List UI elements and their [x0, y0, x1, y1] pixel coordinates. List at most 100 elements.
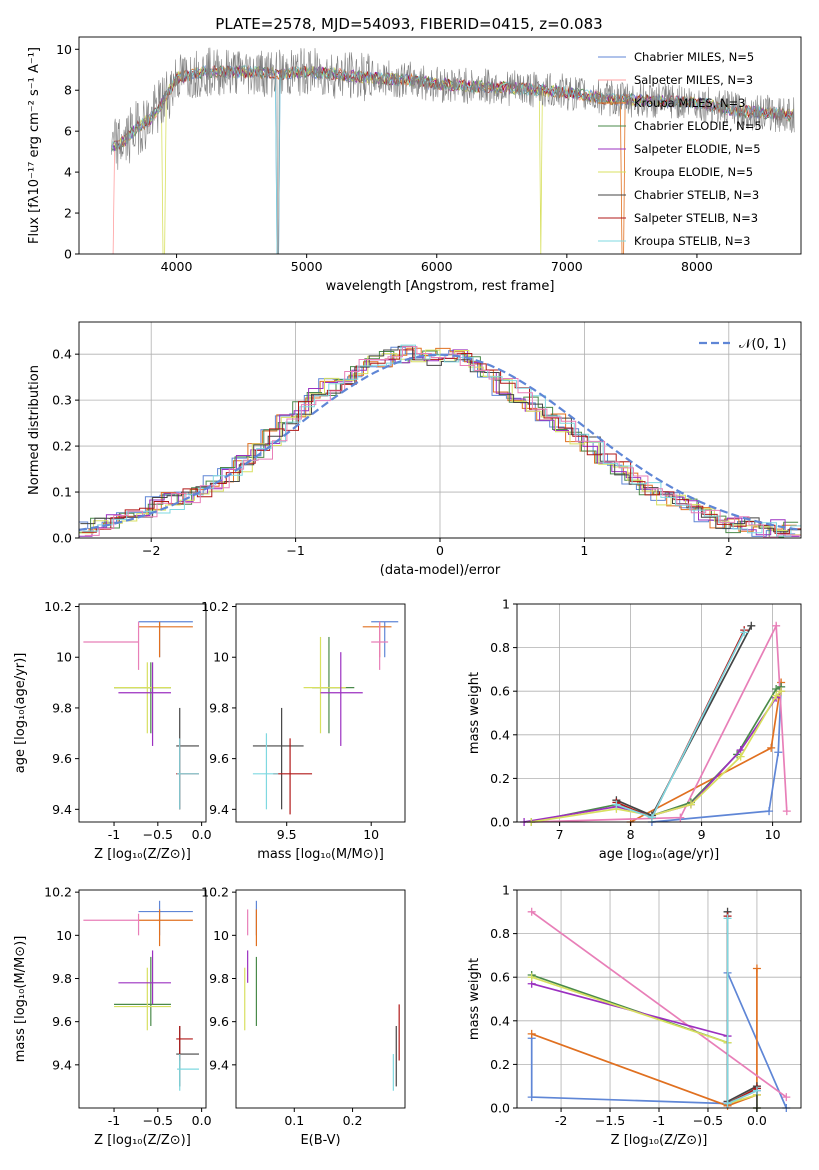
x-tick-label: 5000 [291, 259, 323, 274]
legend-label: Chabrier MILES, N=5 [634, 50, 754, 64]
point-marker [647, 813, 656, 822]
point-marker [774, 748, 783, 757]
model-spectrum-line [111, 64, 795, 150]
y-tick-label: 10.2 [44, 885, 72, 900]
point-marker [777, 687, 786, 696]
y-tick-label: 9.4 [209, 1057, 229, 1072]
y-tick-label: 9.6 [52, 751, 72, 766]
x-axis-label: Z [log₁₀(Z/Z⊙)] [611, 1133, 708, 1148]
x-axis-label: Z [log₁₀(Z/Z⊙)] [94, 1133, 191, 1148]
chart-age-vs-Z: -1 −0.5 0.0 9.4 9.6 9.8 10 10.2 Z [log₁₀(Z/Z⊙)] a… [13, 599, 212, 862]
y-tick-label: 9.4 [209, 802, 229, 817]
series-line [726, 918, 758, 1105]
plot-area [520, 621, 791, 826]
point-marker [782, 807, 791, 816]
point-marker [752, 964, 761, 973]
y-tick-label: 9.8 [209, 700, 229, 715]
histogram-step [81, 349, 801, 534]
y-tick-label: 1 [502, 883, 510, 898]
y-tick-label: 9.6 [209, 1014, 229, 1029]
y-tick-label: 0.0 [490, 815, 510, 830]
x-tick-label: −0.5 [143, 827, 173, 842]
point-marker [772, 621, 781, 630]
x-axis-label: E(B-V) [300, 1133, 340, 1148]
axes: 7 8 9 10 0.0 0.2 0.4 0.6 0.8 1 age [log₁₀(age/yr)]… [467, 597, 802, 862]
series-line [651, 686, 782, 823]
legend-label: Salpeter ELODIE, N=5 [634, 142, 761, 156]
legend-label: Kroupa ELODIE, N=5 [634, 165, 753, 179]
series-line [616, 629, 745, 819]
point-marker [527, 1093, 536, 1102]
y-tick-label: 10.2 [44, 599, 72, 614]
y-tick-label: 0.2 [52, 439, 72, 454]
x-tick-label: −1 [286, 543, 304, 558]
y-tick-label: 4 [64, 165, 72, 180]
chart-title: PLATE=2578, MJD=54093, FIBERID=0415, z=0… [215, 15, 602, 33]
y-axis-label: age [log₁₀(age/yr)] [13, 653, 28, 774]
legend: 𝒩(0, 1) [699, 337, 786, 352]
x-tick-label: -1 [108, 827, 120, 842]
x-tick-label: 0.0 [747, 1113, 767, 1128]
y-tick-label: 0.8 [490, 640, 510, 655]
series-line [616, 625, 753, 817]
axes-frame [78, 889, 207, 1109]
y-tick-label: 2 [64, 206, 72, 221]
x-tick-label: −0.5 [143, 1113, 173, 1128]
series-line [630, 682, 782, 823]
y-tick-label: 0.3 [52, 393, 72, 408]
point-marker [686, 800, 695, 809]
y-tick-label: 9.4 [52, 1057, 72, 1072]
point-marker [740, 628, 749, 637]
x-tick-label: 0.0 [192, 827, 212, 842]
legend: Chabrier MILES, N=5 Salpeter MILES, N=3 Kr… [598, 50, 762, 248]
axes: 9.5 10 9.4 9.6 9.8 10 10.2 mass [log₁₀(M/M⊙)] [201, 599, 406, 862]
y-axis-label: Flux [fλ10⁻¹⁷ erg cm⁻² s⁻¹ A⁻¹] [27, 47, 42, 244]
point-marker [723, 914, 732, 923]
x-axis-label: (data-model)/error [380, 563, 501, 578]
x-tick-label: −0.5 [693, 1113, 723, 1128]
y-tick-label: 10 [56, 928, 72, 943]
y-tick-label: 10 [213, 650, 229, 665]
point-marker [752, 1086, 761, 1095]
point-marker [527, 907, 536, 916]
plot-area [527, 907, 791, 1112]
y-tick-label: 10 [56, 650, 72, 665]
point-marker [782, 1093, 791, 1102]
axes-frame [235, 603, 406, 823]
gaussian-curve [79, 353, 801, 531]
y-tick-label: 8 [64, 83, 72, 98]
legend-label: Kroupa MILES, N=3 [634, 96, 746, 110]
legend-label: Salpeter STELIB, N=3 [634, 211, 758, 225]
y-tick-label: 0 [64, 247, 72, 262]
legend-label: Chabrier STELIB, N=3 [634, 188, 759, 202]
y-axis-label: Normed distribution [27, 365, 42, 495]
x-axis-label: mass [log₁₀(M/M⊙)] [257, 847, 384, 862]
y-tick-label: 0.8 [490, 926, 510, 941]
series-line [531, 982, 758, 1105]
axes-frame [235, 889, 406, 1109]
y-tick-label: 9.8 [209, 971, 229, 986]
axes: 4000 5000 6000 7000 8000 0 2 4 6 8 10 wavelength [A… [27, 36, 802, 294]
y-tick-label: 9.8 [52, 971, 72, 986]
x-tick-label: 6000 [421, 259, 453, 274]
x-tick-label: −2 [142, 543, 160, 558]
x-tick-label: 0.0 [192, 1113, 212, 1128]
series-line [531, 686, 782, 823]
y-tick-label: 9.6 [209, 751, 229, 766]
axes: −2 −1 0 1 2 0.0 0.1 0.2 0.3 0.4 (data-model)/error… [27, 321, 802, 578]
axes-frame [516, 603, 802, 823]
point-marker [767, 743, 776, 752]
x-tick-label: -1 [108, 1113, 120, 1128]
y-tick-label: 0.4 [52, 347, 72, 362]
x-axis-label: Z [log₁₀(Z/Z⊙)] [94, 847, 191, 862]
series-line [531, 968, 758, 1107]
y-tick-label: 0.6 [490, 684, 510, 699]
axes-frame [78, 36, 802, 255]
y-axis-label: mass weight [467, 958, 482, 1040]
y-tick-label: 9.8 [52, 700, 72, 715]
y-tick-label: 9.6 [52, 1014, 72, 1029]
x-tick-label: 7 [556, 827, 564, 842]
point-marker [747, 621, 756, 630]
x-tick-label: 9 [698, 827, 706, 842]
